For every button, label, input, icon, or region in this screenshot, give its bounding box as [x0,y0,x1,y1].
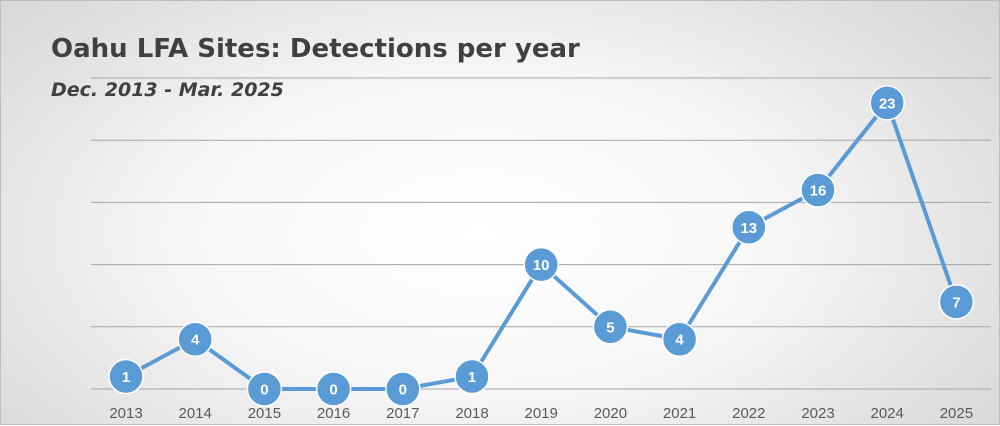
x-tick-label-2019: 2019 [525,405,558,422]
data-point-2016 [315,371,352,407]
x-tick-label-2024: 2024 [871,405,904,422]
data-point-2025 [938,284,975,320]
data-label-2025: 7 [952,294,960,311]
x-tick-label-2014: 2014 [179,405,212,422]
data-point-2022 [731,209,767,246]
data-label-2013: 1 [122,369,130,386]
data-label-2019: 10 [533,257,550,274]
data-label-2024: 23 [879,95,896,112]
data-point-2020 [592,309,629,345]
chart-subtitle: Dec. 2013 - Mar. 2025 [51,79,284,101]
data-point-2014 [177,321,213,357]
x-axis-tick-labels: 2013 2014 2015 2016 2017 2018 2019 2020 2021 2022… [109,405,973,422]
data-label-2017: 0 [399,382,407,399]
x-tick-label-2020: 2020 [594,405,627,422]
data-point-2019 [523,246,559,283]
series-detections: 1 4 0 0 0 1 10 5 4 13 16 23 7 [108,85,975,407]
gridlines [91,77,991,390]
x-tick-label-2025: 2025 [940,405,973,422]
data-point-2015 [246,371,283,407]
data-label-2021: 4 [675,332,684,349]
x-tick-label-2022: 2022 [732,405,765,422]
data-label-2020: 5 [606,319,614,336]
data-point-2023 [800,172,836,208]
x-tick-label-2023: 2023 [801,405,834,422]
x-tick-label-2015: 2015 [248,405,281,422]
data-point-2018 [454,358,490,395]
series-line [124,100,959,391]
data-point-2021 [661,321,698,357]
x-tick-label-2013: 2013 [109,405,142,422]
data-point-2013 [108,358,144,395]
data-point-2017 [385,371,421,407]
data-label-2015: 0 [260,382,268,399]
data-label-2023: 16 [810,182,827,199]
data-point-2024 [869,85,905,121]
chart-title: Oahu LFA Sites: Detections per year [51,34,580,64]
data-label-2016: 0 [329,382,337,399]
data-label-2022: 13 [740,220,757,237]
data-label-2014: 4 [191,332,200,349]
x-tick-label-2017: 2017 [386,405,419,422]
x-tick-label-2016: 2016 [317,405,350,422]
data-label-2018: 1 [468,369,476,386]
x-tick-label-2018: 2018 [455,405,488,422]
x-tick-label-2021: 2021 [663,405,696,422]
